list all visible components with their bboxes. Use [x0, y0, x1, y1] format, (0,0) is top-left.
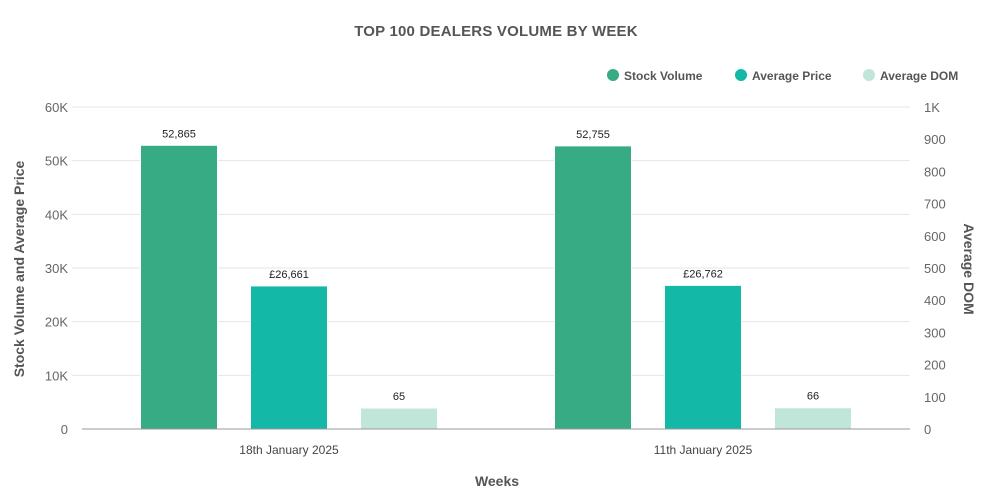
- bar: [554, 145, 632, 430]
- bar: [250, 285, 328, 430]
- legend-marker: [735, 69, 747, 81]
- bar: [140, 144, 218, 430]
- left-tick-label: 40K: [45, 207, 68, 222]
- right-tick-label: 0: [924, 422, 931, 437]
- left-tick-label: 20K: [45, 315, 68, 330]
- category-label: 18th January 2025: [239, 443, 339, 457]
- right-tick-label: 500: [924, 261, 946, 276]
- left-tick-label: 10K: [45, 368, 68, 383]
- bar: [774, 407, 852, 430]
- right-tick-label: 700: [924, 197, 946, 212]
- bars: [140, 144, 852, 430]
- legend-label: Average Price: [752, 69, 832, 83]
- left-tick-label: 60K: [45, 100, 68, 115]
- right-tick-label: 800: [924, 164, 946, 179]
- bar: [664, 284, 742, 430]
- data-label: 52,865: [162, 128, 196, 140]
- data-labels: 52,865 £26,661 65 52,755 £26,762 66: [162, 128, 819, 403]
- x-axis-title: Weeks: [475, 473, 519, 489]
- right-tick-label: 200: [924, 358, 946, 373]
- right-tick-label: 1K: [924, 100, 940, 115]
- left-tick-label: 30K: [45, 261, 68, 276]
- y-axis-right-title: Average DOM: [961, 223, 977, 314]
- right-tick-label: 900: [924, 132, 946, 147]
- legend-marker: [863, 69, 875, 81]
- legend-marker: [607, 69, 619, 81]
- legend-label: Average DOM: [880, 69, 958, 83]
- left-tick-label: 50K: [45, 154, 68, 169]
- legend-label: Stock Volume: [624, 69, 703, 83]
- category-label: 11th January 2025: [654, 443, 753, 457]
- left-axis: 0 10K 20K 30K 40K 50K 60K: [45, 100, 68, 437]
- right-axis: 0 100 200 300 400 500 600 700 800 900 1K: [924, 100, 946, 437]
- data-label: 52,755: [576, 129, 610, 141]
- y-axis-left-title: Stock Volume and Average Price: [11, 161, 27, 378]
- data-label: £26,661: [269, 269, 309, 281]
- right-tick-label: 100: [924, 390, 946, 405]
- data-label: 65: [393, 391, 405, 403]
- right-tick-label: 300: [924, 325, 946, 340]
- legend: Stock Volume Average Price Average DOM: [607, 69, 958, 83]
- data-label: 66: [807, 391, 819, 403]
- category-labels: 18th January 2025 11th January 2025: [239, 443, 752, 457]
- bar: [360, 407, 438, 430]
- left-tick-label: 0: [61, 422, 68, 437]
- data-label: £26,762: [683, 268, 723, 280]
- right-tick-label: 400: [924, 293, 946, 308]
- right-tick-label: 600: [924, 229, 946, 244]
- chart-title: TOP 100 DEALERS VOLUME BY WEEK: [354, 23, 638, 40]
